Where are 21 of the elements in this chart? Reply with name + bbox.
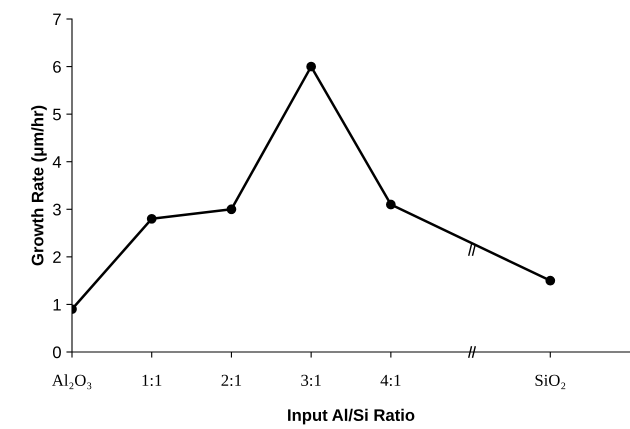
- y-axis-title: Growth Rate (μm/hr): [31, 106, 47, 266]
- point: [545, 276, 556, 286]
- y-tick-label: 0: [52, 346, 61, 358]
- x-tick-label: Al₂O₃: [52, 374, 92, 390]
- x-tick-label: 1:1: [142, 374, 162, 386]
- x-tick-label: 4:1: [380, 374, 401, 386]
- y-tick-label: 6: [53, 60, 61, 73]
- y-tick-label: 2: [53, 251, 61, 263]
- point: [146, 214, 157, 224]
- point: [306, 62, 316, 72]
- y-tick-label: 4: [52, 156, 62, 168]
- y-tick-label: 1: [54, 299, 61, 310]
- x-tick-label: 3:1: [301, 374, 321, 386]
- x-tick-label: SiO₂: [536, 374, 566, 390]
- point: [386, 200, 396, 210]
- point: [226, 204, 236, 214]
- y-tick-label: 3: [52, 204, 61, 216]
- x-axis-title: Input Al/Si Ratio: [288, 408, 414, 424]
- x-tick-label: 2:1: [222, 374, 242, 386]
- y-tick-label: 5: [52, 108, 61, 120]
- y-tick-label: 7: [53, 14, 61, 26]
